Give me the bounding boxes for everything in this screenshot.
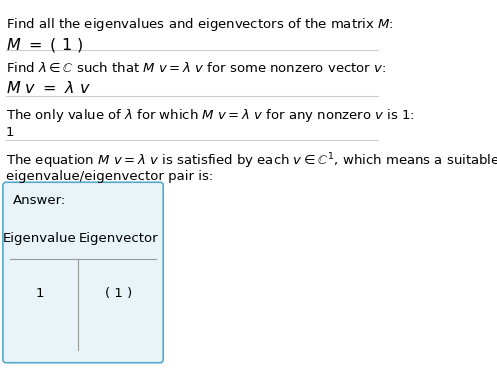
Text: 1: 1 — [6, 126, 14, 139]
Text: Find all the eigenvalues and eigenvectors of the matrix $\mathit{M}$:: Find all the eigenvalues and eigenvector… — [6, 16, 394, 33]
Text: Find $\lambda \in \mathbb{C}$ such that $\mathit{M}\ \mathbf{\mathit{v}} = \lamb: Find $\lambda \in \mathbb{C}$ such that … — [6, 61, 386, 75]
Text: $\mathbf{\mathit{M}}\ =\ (\ 1\ )$: $\mathbf{\mathit{M}}\ =\ (\ 1\ )$ — [6, 36, 83, 54]
Text: eigenvalue/eigenvector pair is:: eigenvalue/eigenvector pair is: — [6, 170, 213, 183]
Text: The only value of $\lambda$ for which $\mathit{M}\ \mathbf{\mathit{v}} = \lambda: The only value of $\lambda$ for which $\… — [6, 107, 414, 124]
Text: Eigenvalue: Eigenvalue — [2, 232, 77, 245]
Text: Answer:: Answer: — [13, 194, 66, 206]
Text: $\mathbf{\mathit{M}}\ \mathbf{\mathit{v}}\ =\ \mathbf{\mathit{\lambda}}\ \mathbf: $\mathbf{\mathit{M}}\ \mathbf{\mathit{v}… — [6, 80, 91, 96]
Text: ( 1 ): ( 1 ) — [105, 287, 132, 300]
Text: Eigenvector: Eigenvector — [79, 232, 158, 245]
Text: 1: 1 — [35, 287, 44, 300]
FancyBboxPatch shape — [3, 182, 163, 363]
Text: The equation $\mathit{M}\ \mathbf{\mathit{v}} = \lambda\ \mathbf{\mathit{v}}$ is: The equation $\mathit{M}\ \mathbf{\mathi… — [6, 152, 497, 171]
